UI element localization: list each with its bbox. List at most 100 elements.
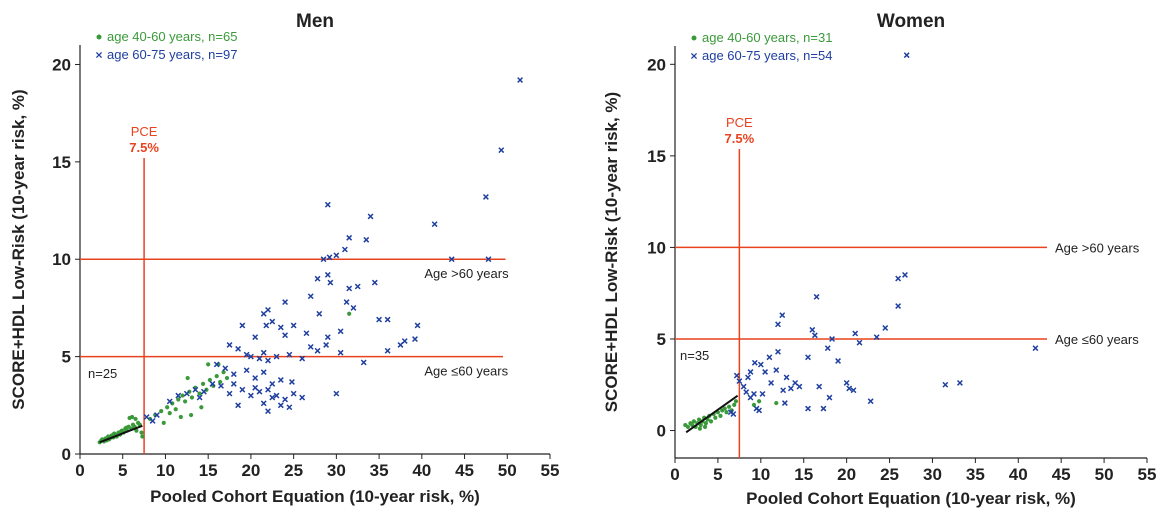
- men-point-age-60-75: [431, 221, 438, 228]
- women-point-age-60-75: [781, 400, 788, 406]
- men-point-age-40-60: [189, 395, 195, 400]
- men-point-age-60-75: [401, 338, 408, 344]
- men-point-age-60-75: [414, 322, 421, 329]
- men-point-age-60-75: [213, 361, 220, 368]
- men-point-age-60-75: [252, 334, 259, 341]
- women-point-age-40-60: [751, 402, 757, 407]
- women-point-age-60-75: [852, 330, 859, 337]
- women-point-age-60-75: [756, 407, 763, 414]
- men-point-age-60-75: [354, 283, 361, 290]
- women-point-age-60-75: [740, 383, 747, 390]
- men-x-tick-label: 5: [118, 461, 127, 480]
- men-legend-label: age 60-75 years, n=97: [107, 47, 237, 62]
- men-point-age-60-75: [277, 377, 284, 383]
- men-n-annotation: n=25: [88, 366, 117, 381]
- women-point-age-60-75: [820, 405, 827, 412]
- women-x-tick-label: 0: [670, 465, 679, 484]
- women-point-age-60-75: [766, 354, 773, 361]
- women-x-axis-label: Pooled Cohort Equation (10-year risk, %): [746, 489, 1076, 508]
- men-trend-line: [99, 424, 143, 444]
- men-point-age-40-60: [185, 375, 190, 381]
- men-point-age-60-75: [239, 386, 246, 393]
- women-point-age-60-75: [829, 336, 835, 342]
- men-point-age-60-75: [327, 279, 334, 286]
- women-point-age-40-60: [733, 399, 739, 404]
- men-point-age-60-75: [324, 334, 331, 341]
- women-x-tick-label: 5: [713, 465, 722, 484]
- women-x-tick-label: 55: [1138, 465, 1157, 484]
- men-chart-title: Men: [296, 11, 334, 32]
- men-point-age-60-75: [269, 318, 276, 325]
- women-point-age-40-60: [685, 424, 690, 429]
- men-point-age-40-60: [224, 375, 230, 381]
- women-point-age-60-75: [846, 385, 853, 392]
- women-point-age-60-75: [826, 394, 833, 401]
- men-point-age-60-75: [282, 332, 289, 339]
- women-point-age-60-75: [956, 379, 963, 386]
- men-point-age-60-75: [277, 324, 284, 331]
- women-x-tick-label: 10: [751, 465, 770, 484]
- women-point-age-60-75: [867, 398, 874, 405]
- men-point-age-60-75: [320, 256, 327, 263]
- men-point-age-60-75: [290, 390, 297, 397]
- women-point-age-60-75: [736, 378, 743, 385]
- women-point-age-60-75: [942, 381, 949, 388]
- women-y-tick-label: 15: [647, 147, 666, 166]
- men-point-age-60-75: [166, 398, 173, 405]
- men-chart: Men 0 5 10 15 20 25 30 35 40 45 50 55 0 5 10 15 20 Pooled …: [9, 11, 559, 506]
- women-point-age-40-60: [697, 426, 702, 431]
- women-x-tick-label: 20: [837, 465, 856, 484]
- men-age-threshold-label: Age ≤60 years: [424, 364, 508, 379]
- women-point-age-40-60: [703, 421, 708, 426]
- women-point-age-60-75: [882, 325, 889, 331]
- men-point-age-60-75: [260, 349, 267, 356]
- women-point-age-60-75: [751, 359, 758, 366]
- women-point-age-40-60: [774, 400, 779, 406]
- men-point-age-60-75: [243, 351, 250, 358]
- men-point-age-60-75: [192, 386, 199, 393]
- women-point-age-60-75: [773, 367, 780, 374]
- women-point-age-60-75: [768, 379, 775, 386]
- men-point-age-60-75: [260, 310, 267, 317]
- men-point-age-60-75: [273, 392, 280, 399]
- men-point-age-60-75: [371, 279, 378, 286]
- women-x-tick-label: 30: [923, 465, 942, 484]
- men-point-age-60-75: [350, 304, 357, 311]
- men-point-age-60-75: [324, 201, 331, 208]
- men-x-tick-label: 0: [75, 461, 84, 480]
- men-x-tick-label: 10: [156, 461, 175, 480]
- men-x-tick-label: 20: [241, 461, 260, 480]
- men-point-age-60-75: [183, 390, 190, 397]
- women-point-age-60-75: [895, 275, 902, 282]
- men-x-tick-label: 45: [455, 461, 474, 480]
- men-point-age-60-75: [200, 388, 207, 395]
- women-x-tick-label: 45: [1052, 465, 1071, 484]
- men-point-age-60-75: [218, 382, 224, 389]
- women-chart-title: Women: [877, 11, 945, 32]
- men-point-age-60-75: [448, 256, 455, 263]
- men-point-age-40-60: [176, 397, 181, 402]
- women-point-age-40-60: [718, 413, 723, 418]
- women-point-age-60-75: [1032, 345, 1039, 352]
- men-point-age-60-75: [288, 379, 295, 385]
- men-point-age-60-75: [260, 369, 267, 376]
- women-point-age-60-75: [759, 390, 766, 397]
- men-point-age-60-75: [314, 347, 321, 354]
- women-point-age-60-75: [805, 354, 811, 361]
- women-legend-label: age 60-75 years, n=54: [702, 48, 832, 63]
- men-point-age-60-75: [333, 390, 340, 397]
- men-point-age-60-75: [209, 380, 216, 387]
- women-point-age-60-75: [895, 303, 902, 309]
- women-n-annotation: n=35: [680, 348, 709, 363]
- men-point-age-60-75: [263, 322, 270, 329]
- men-point-age-60-75: [299, 355, 306, 362]
- women-legend-dot-icon: [691, 35, 697, 41]
- women-y-tick-label: 20: [647, 55, 666, 74]
- men-point-age-40-60: [161, 420, 166, 425]
- men-point-age-40-60: [140, 434, 145, 439]
- men-y-tick-label: 0: [62, 445, 71, 464]
- women-point-age-60-75: [757, 361, 764, 368]
- men-x-tick-label: 50: [498, 461, 517, 480]
- men-y-tick-label: 20: [52, 55, 71, 74]
